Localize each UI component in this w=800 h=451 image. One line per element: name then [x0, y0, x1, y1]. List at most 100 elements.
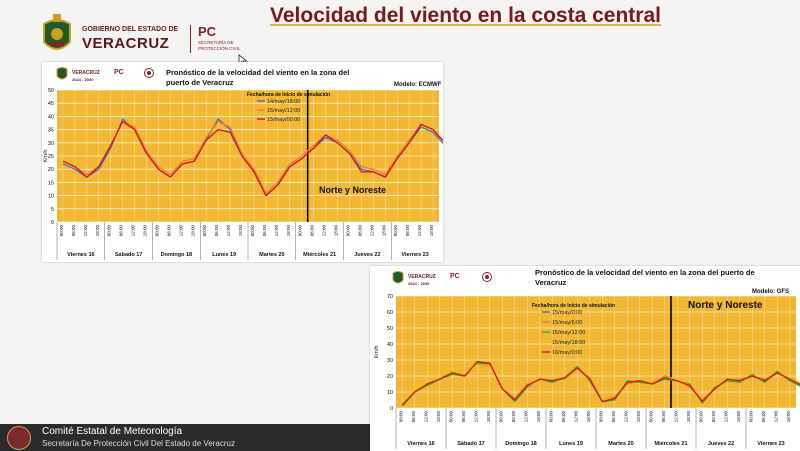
- slide-title: Velocidad del viento en la costa central: [270, 4, 661, 27]
- chart2-mini-logos: VERACRUZ 2024 - 2030 PC: [392, 270, 472, 290]
- chart1-x-tick-label: 18:00: [334, 225, 339, 237]
- chart2-x-tick-label: 12:00: [723, 411, 728, 423]
- chart1-legend-label: 15/may/12:00: [267, 108, 300, 114]
- chart1-x-tick-label: 18:00: [238, 225, 243, 237]
- chart2-x-tick-label: 06:00: [461, 411, 466, 423]
- chart1-legend-title: Fecha/hora de inicio de simulación: [247, 92, 330, 98]
- chart1-day-label: Domingo 18: [161, 252, 192, 258]
- chart2-x-tick-label: 00:00: [548, 411, 553, 423]
- chart2-day-label: Miércoles 21: [654, 441, 687, 447]
- logo-divider: [190, 25, 191, 53]
- pc-sub1: SECRETARÍA DE: [198, 40, 234, 45]
- chart1-day-label: Lunes 19: [212, 252, 236, 258]
- chart1-x-tick-label: 18:00: [429, 225, 434, 237]
- chart1-legend-label: 14/may/18:00: [267, 99, 300, 105]
- gov-line2: VERACRUZ: [82, 35, 170, 52]
- chart2-day-label: Domingo 18: [505, 441, 536, 447]
- chart1-x-tick-label: 12:00: [417, 225, 422, 237]
- chart2-x-tick-label: 00:00: [598, 411, 603, 423]
- chart1-day-label: Jueves 22: [354, 252, 380, 258]
- chart2-x-tick-label: 00:00: [398, 411, 403, 423]
- chart2-y-tick-label: 20: [387, 374, 393, 380]
- chart1-day-label: Viernes 23: [401, 252, 428, 258]
- chart1-model: Modelo: ECMWF: [394, 82, 442, 88]
- chart2-x-tick-label: 06:00: [661, 411, 666, 423]
- chart2-day-label: Martes 20: [608, 441, 633, 447]
- chart2-mini-seal-icon: [392, 271, 404, 284]
- chart1-title: Pronóstico de la velocidad del viento en…: [166, 68, 350, 87]
- chart1-y-tick-label: 50: [48, 88, 54, 94]
- chart1-annotation: Norte y Noreste: [319, 185, 386, 195]
- chart2-day-label: Jueves 22: [708, 441, 734, 447]
- footer-subtitle: Secretaría De Protección Civil Del Estad…: [42, 439, 235, 448]
- chart1-x-tick-label: 06:00: [119, 225, 124, 237]
- chart2-x-tick-label: 18:00: [436, 411, 441, 423]
- chart2-y-tick-label: 10: [387, 390, 393, 396]
- chart2-x-tick-label: 12:00: [773, 411, 778, 423]
- chart2-y-tick-label: 70: [387, 294, 393, 300]
- chart1-y-tick-label: 35: [48, 128, 54, 134]
- chart2-x-tick-label: 12:00: [473, 411, 478, 423]
- chart2-legend-label: 15/may/18:00: [552, 340, 585, 346]
- chart2-annotation: Norte y Noreste: [688, 300, 763, 311]
- chart1-x-tick-label: 12:00: [131, 225, 136, 237]
- chart2-plot: 0 10 20 30 40 50 60 70 00:00 06:00 12:00 18:00 00:00…: [374, 294, 800, 449]
- chart2-mini-years: 2024 - 2030: [408, 281, 430, 286]
- chart2-series-line-5: [401, 360, 800, 406]
- chart2-mini-pc: PC: [450, 273, 460, 280]
- chart1-x-tick-label: 12:00: [369, 225, 374, 237]
- chart2-x-tick-label: 06:00: [611, 411, 616, 423]
- chart2-day-label: Sábado 17: [457, 441, 485, 447]
- chart1-x-tick-label: 12:00: [226, 225, 231, 237]
- chart2-series-line-4: [401, 364, 800, 406]
- chart2-x-tick-label: 06:00: [711, 411, 716, 423]
- gov-line1: GOBIERNO DEL ESTADO DE: [82, 26, 179, 33]
- chart1-x-tick-label: 12:00: [274, 225, 279, 237]
- chart2-day-label: Viernes 23: [757, 441, 784, 447]
- chart2-x-tick-label: 06:00: [411, 411, 416, 423]
- coat-of-arms-icon: [43, 14, 71, 50]
- chart1-day-label: Sábado 17: [115, 252, 143, 258]
- chart2-x-tick-label: 12:00: [673, 411, 678, 423]
- chart1-x-tick-label: 06:00: [166, 225, 171, 237]
- chart2-day-label: Viernes 16: [407, 441, 434, 447]
- chart1-x-tick-label: 06:00: [71, 225, 76, 237]
- chart1-y-tick-label: 40: [48, 114, 54, 120]
- chart2-legend-label: 15/may/6:00: [552, 320, 582, 326]
- chart1-x-tick-label: 18:00: [95, 225, 100, 237]
- chart2-x-tick-label: 06:00: [511, 411, 516, 423]
- chart1-mini-logos: VERACRUZ 2024 - 2030 PC: [56, 66, 136, 86]
- chart2-mini-gov: VERACRUZ: [408, 274, 436, 280]
- chart1-day-label: Viernes 16: [67, 252, 94, 258]
- chart2-x-tick-label: 06:00: [561, 411, 566, 423]
- chart1-mini-seal-icon: [56, 67, 68, 80]
- chart2-x-tick-label: 18:00: [636, 411, 641, 423]
- chart1-y-tick-label: 10: [48, 194, 54, 200]
- chart2-x-tick-label: 18:00: [486, 411, 491, 423]
- chart2-y-tick-label: 40: [387, 342, 393, 348]
- chart2-legend-label: 15/may/12:00: [552, 330, 585, 336]
- chart1-x-tick-label: 12:00: [83, 225, 88, 237]
- chart1-protection-civil-icon: [144, 68, 154, 78]
- chart1-x-tick-label: 00:00: [298, 225, 303, 237]
- chart2-model: Modelo: GFS: [752, 289, 789, 295]
- chart2-x-tick-label: 12:00: [423, 411, 428, 423]
- chart2-y-tick-label: 50: [387, 326, 393, 332]
- chart2-x-tick-label: 12:00: [573, 411, 578, 423]
- chart2-x-tick-label: 18:00: [736, 411, 741, 423]
- chart1-legend-label: 15/may/00:00: [267, 117, 300, 123]
- chart1-x-tick-label: 06:00: [357, 225, 362, 237]
- chart2-x-tick-label: 18:00: [536, 411, 541, 423]
- chart1-day-label: Martes 20: [259, 252, 284, 258]
- chart2-x-tick-label: 00:00: [698, 411, 703, 423]
- chart2-y-tick-label: 60: [387, 310, 393, 316]
- chart1-y-tick-label: 0: [51, 220, 54, 226]
- chart2-y-axis-label: Km/h: [374, 346, 380, 359]
- chart2-x-tick-label: 18:00: [786, 411, 791, 423]
- chart1-x-tick-label: 00:00: [154, 225, 159, 237]
- chart2-x-tick-label: 00:00: [498, 411, 503, 423]
- chart2-x-tick-label: 18:00: [686, 411, 691, 423]
- chart1-x-tick-label: 18:00: [190, 225, 195, 237]
- chart2-day-label: Lunes 19: [559, 441, 583, 447]
- chart1-x-tick-label: 00:00: [250, 225, 255, 237]
